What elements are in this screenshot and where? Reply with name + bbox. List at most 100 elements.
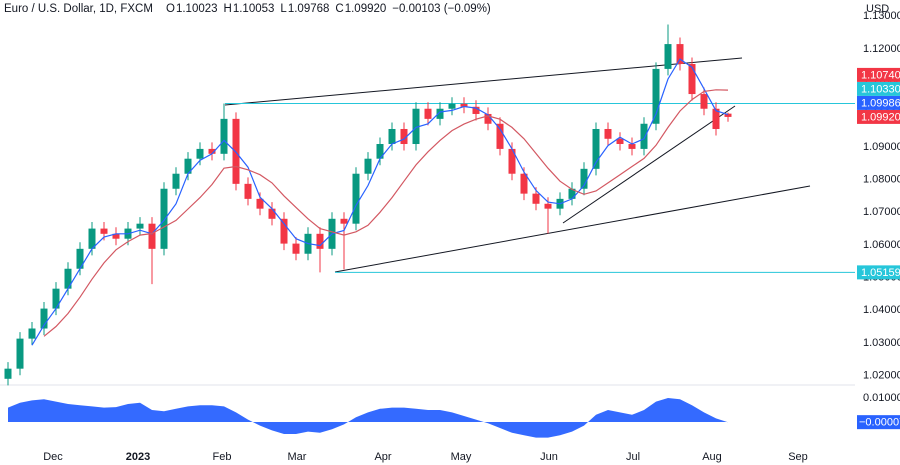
candle-body	[112, 233, 120, 239]
candle-body	[136, 223, 144, 229]
osc-tick-label: 0.01000	[863, 392, 900, 404]
candle-body	[712, 108, 720, 129]
candle-body	[340, 218, 348, 224]
price-label: 1.09986	[861, 97, 900, 109]
candle-body	[544, 203, 552, 209]
candle-body	[652, 68, 660, 124]
candle-body	[40, 308, 48, 329]
x-tick-label: 2023	[126, 451, 150, 463]
price-label: 1.10330	[861, 83, 900, 95]
x-tick-label: Apr	[374, 451, 391, 463]
candle-body	[460, 103, 468, 107]
candle-body	[604, 128, 612, 139]
price-label-box	[857, 95, 900, 110]
ohlc-key: L	[280, 3, 287, 15]
candle-body	[28, 328, 36, 339]
candle-body	[244, 183, 252, 199]
candle-body	[232, 118, 240, 184]
x-tick-label: Aug	[702, 451, 722, 463]
candle-body	[688, 64, 696, 95]
candle-body	[184, 158, 192, 174]
x-tick-label: Feb	[213, 451, 232, 463]
candle-body	[376, 144, 384, 159]
candle-body	[76, 248, 84, 269]
candle-body	[592, 128, 600, 169]
price-label-box	[857, 265, 900, 280]
x-tick-label: Jul	[626, 451, 640, 463]
candle-body	[196, 148, 204, 159]
candle-body	[628, 144, 636, 149]
candle-body	[640, 123, 648, 149]
candle-body	[4, 368, 12, 379]
moving-average	[43, 89, 729, 337]
x-tick-label: Sep	[788, 451, 808, 463]
candle-body	[364, 158, 372, 174]
x-tick-label: Dec	[43, 451, 63, 463]
candle-body	[472, 106, 480, 114]
candle-body	[352, 173, 360, 224]
candle-body	[616, 138, 624, 145]
candle-body	[88, 228, 96, 249]
candle-body	[676, 44, 684, 65]
candle-body	[484, 113, 492, 124]
axis-unit: USD	[866, 3, 889, 15]
y-tick-label: 1.13000	[863, 10, 900, 22]
y-tick-label: 1.06000	[863, 239, 900, 251]
y-tick-label: 1.08000	[863, 174, 900, 186]
candle-body	[724, 113, 732, 117]
candle-body	[16, 338, 24, 369]
candle-body	[52, 288, 60, 309]
x-tick-label: May	[451, 451, 472, 463]
candle-body	[172, 173, 180, 189]
moving-average	[31, 58, 729, 346]
symbol: Euro / U.S. Dollar, 1D, FXCM	[4, 3, 153, 15]
oscillator-area	[8, 398, 728, 438]
candle-body	[496, 123, 504, 149]
y-tick-label: 1.02000	[863, 369, 900, 381]
price-label: 1.09920	[861, 111, 900, 123]
price-label-box	[857, 67, 900, 82]
price-label: 1.05159	[861, 267, 900, 279]
candle-body	[160, 188, 168, 249]
candle-body	[568, 188, 576, 199]
candle-body	[448, 103, 456, 109]
price-label-box	[857, 109, 900, 124]
x-tick-label: Jun	[540, 451, 558, 463]
candle-body	[64, 268, 72, 289]
x-tick-label: Mar	[288, 451, 307, 463]
candle-body	[424, 108, 432, 119]
candle-body	[220, 118, 228, 154]
trendline	[562, 105, 736, 224]
ohlc-value: 1.10023	[176, 3, 218, 15]
price-label: 1.10740	[861, 69, 900, 81]
ohlc-key: C	[335, 3, 343, 15]
candle-body	[316, 233, 324, 249]
candle-body	[400, 128, 408, 145]
y-tick-label: 1.12000	[863, 43, 900, 55]
candle-body	[580, 168, 588, 189]
ohlc-value: 1.09920	[345, 3, 387, 15]
candle-body	[256, 198, 264, 209]
candle-body	[532, 193, 540, 204]
candle-body	[280, 218, 288, 244]
candle-body	[208, 148, 216, 154]
ohlc-value: 1.09768	[288, 3, 330, 15]
ohlc-value: 1.10053	[233, 3, 275, 15]
price-label-box	[857, 81, 900, 96]
trendline	[334, 185, 811, 273]
candle-body	[292, 243, 300, 254]
y-tick-label: 1.07000	[863, 206, 900, 218]
candle-body	[436, 108, 444, 119]
y-tick-label: 1.09000	[863, 141, 900, 153]
header: Euro / U.S. Dollar, 1D, FXCM USD O 1.1002…	[4, 3, 889, 15]
ohlc-key: H	[224, 3, 232, 15]
candle-body	[412, 108, 420, 145]
candle-body	[520, 173, 528, 194]
candle-body	[508, 148, 516, 174]
y-tick-label: 1.04000	[863, 304, 900, 316]
osc-last-label: −0.00007	[859, 417, 900, 429]
candle-body	[100, 228, 108, 234]
ohlc-key: O	[166, 3, 175, 15]
